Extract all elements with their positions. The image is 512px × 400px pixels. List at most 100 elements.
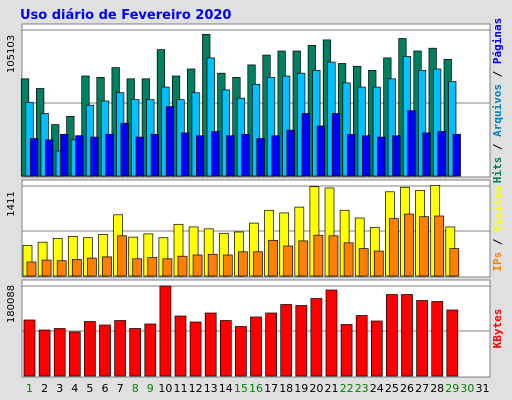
bar-kbytes-kbytes-day-5 — [84, 321, 96, 377]
bar-hits-páginas-day-13 — [211, 131, 220, 177]
day-label-20: 20 — [309, 382, 323, 395]
bar-visits-ips-day-14 — [222, 254, 233, 277]
bar-hits-páginas-day-16 — [256, 138, 265, 177]
bar-kbytes-kbytes-day-16 — [250, 316, 262, 377]
bar-kbytes-kbytes-day-22 — [340, 324, 353, 377]
bar-visits-ips-day-9 — [147, 257, 158, 277]
bar-hits-arquivos-day-14 — [221, 89, 230, 177]
bar-kbytes-kbytes-day-8 — [129, 328, 142, 377]
bar-hits-arquivos-day-13 — [206, 57, 215, 177]
bar-kbytes-kbytes-day-2 — [38, 329, 51, 377]
day-label-1: 1 — [26, 382, 33, 395]
bar-kbytes-kbytes-day-27 — [416, 300, 428, 377]
bar-hits-páginas-day-27 — [422, 132, 431, 177]
bar-visits-ips-day-23 — [358, 248, 369, 277]
bar-hits-arquivos-day-17 — [266, 77, 276, 177]
bar-kbytes-kbytes-day-25 — [386, 294, 398, 377]
day-label-22: 22 — [340, 382, 354, 395]
day-label-21: 21 — [325, 382, 339, 395]
bar-kbytes-kbytes-day-17 — [265, 312, 277, 377]
bar-hits-páginas-day-4 — [75, 135, 84, 177]
bar-visits-ips-day-17 — [268, 239, 278, 277]
bar-kbytes-kbytes-day-1 — [23, 319, 36, 377]
bar-hits-páginas-day-14 — [226, 135, 235, 177]
day-label-15: 15 — [234, 382, 248, 395]
bar-kbytes-kbytes-day-28 — [431, 301, 444, 377]
panel-hits-axis-label-part: / — [491, 137, 504, 157]
day-label-3: 3 — [56, 382, 63, 395]
panel-hits-axis-label: Hits / Arquivos / Páginas — [491, 18, 504, 184]
bar-kbytes-kbytes-day-21 — [325, 289, 338, 377]
day-label-16: 16 — [249, 382, 263, 395]
bar-hits-páginas-day-1 — [29, 138, 39, 177]
bar-kbytes-kbytes-day-14 — [219, 320, 232, 377]
bar-kbytes-kbytes-day-23 — [355, 315, 368, 377]
panel-hits-axis-label-part: Páginas — [491, 18, 504, 64]
panel-hits: 105103 Hits / Arquivos / Páginas — [6, 18, 504, 184]
panel-visits-axis-label-part: IPs — [491, 252, 504, 272]
bar-kbytes-kbytes-day-3 — [53, 328, 66, 377]
panel-kbytes-axis-label-part: KBytes — [491, 309, 504, 349]
bar-kbytes-kbytes-day-4 — [68, 331, 81, 377]
bar-hits-arquivos-day-24 — [372, 86, 381, 177]
panel-hits-ymax-label: 105103 — [6, 35, 17, 73]
bar-kbytes-kbytes-day-29 — [446, 309, 459, 377]
bar-kbytes-kbytes-day-20 — [310, 298, 323, 377]
panel-kbytes-ymax-label: 180088 — [6, 285, 17, 323]
bar-visits-ips-day-8 — [132, 258, 143, 277]
bar-visits-ips-day-3 — [56, 260, 67, 277]
bar-hits-páginas-day-7 — [120, 122, 129, 177]
bar-hits-páginas-day-19 — [301, 113, 310, 177]
bar-hits-páginas-day-26 — [407, 110, 416, 177]
bar-visits-ips-day-27 — [419, 216, 429, 277]
bar-hits-páginas-day-6 — [105, 133, 114, 177]
day-label-5: 5 — [86, 382, 93, 395]
panel-hits-axis-label-part: / — [491, 64, 504, 84]
bar-visits-ips-day-19 — [298, 240, 309, 277]
day-label-23: 23 — [355, 382, 369, 395]
bar-visits-ips-day-18 — [283, 245, 294, 277]
bar-visits-ips-day-10 — [162, 258, 173, 277]
bar-visits-ips-day-4 — [71, 259, 82, 277]
bar-hits-páginas-day-5 — [90, 136, 99, 177]
bar-hits-arquivos-day-22 — [342, 82, 351, 177]
day-label-11: 11 — [174, 382, 188, 395]
bar-hits-páginas-day-17 — [271, 135, 280, 177]
bar-visits-ips-day-1 — [26, 261, 37, 277]
bar-hits-arquivos-day-23 — [357, 86, 366, 177]
bar-hits-arquivos-day-12 — [191, 92, 200, 177]
day-label-31: 31 — [476, 382, 490, 395]
bar-hits-páginas-day-8 — [135, 136, 144, 177]
day-label-13: 13 — [204, 382, 218, 395]
day-label-28: 28 — [430, 382, 444, 395]
bar-visits-ips-day-28 — [434, 215, 445, 277]
bar-hits-páginas-day-25 — [392, 135, 401, 177]
day-labels: 1 2 3 4 5 6 7 8 9 10 11 12 13 14 15 16 17 18 19 20 21 22 23 24 2… — [26, 382, 490, 395]
bar-visits-ips-day-26 — [404, 213, 414, 277]
bar-hits-páginas-day-11 — [180, 132, 190, 177]
bar-kbytes-kbytes-day-12 — [189, 321, 202, 377]
day-label-18: 18 — [279, 382, 293, 395]
bar-visits-ips-day-15 — [238, 251, 248, 277]
bar-kbytes-kbytes-day-13 — [204, 312, 217, 377]
day-label-30: 30 — [460, 382, 474, 395]
bar-hits-arquivos-day-28 — [433, 68, 442, 177]
day-label-10: 10 — [158, 382, 172, 395]
panel-visits: 1411 IPs / Visitas — [6, 179, 504, 278]
bar-hits-páginas-day-18 — [286, 129, 295, 177]
bar-visits-ips-day-13 — [207, 253, 218, 277]
bar-hits-páginas-day-28 — [437, 131, 446, 177]
day-label-2: 2 — [41, 382, 48, 395]
day-label-4: 4 — [71, 382, 78, 395]
bar-hits-páginas-day-22 — [346, 133, 356, 177]
panel-visits-axis-label-part: / — [491, 232, 504, 252]
bar-hits-páginas-day-20 — [316, 125, 325, 177]
bar-hits-páginas-day-15 — [241, 133, 250, 177]
bar-visits-ips-day-20 — [313, 234, 324, 277]
bar-kbytes-kbytes-day-9 — [144, 323, 157, 377]
bar-visits-ips-day-29 — [449, 248, 460, 277]
panel-kbytes: 180088 KBytes — [6, 279, 504, 378]
bar-visits-ips-day-6 — [102, 256, 112, 277]
chart-panels: 105103 Hits / Arquivos / Páginas 1411 IPs /… — [6, 18, 504, 378]
